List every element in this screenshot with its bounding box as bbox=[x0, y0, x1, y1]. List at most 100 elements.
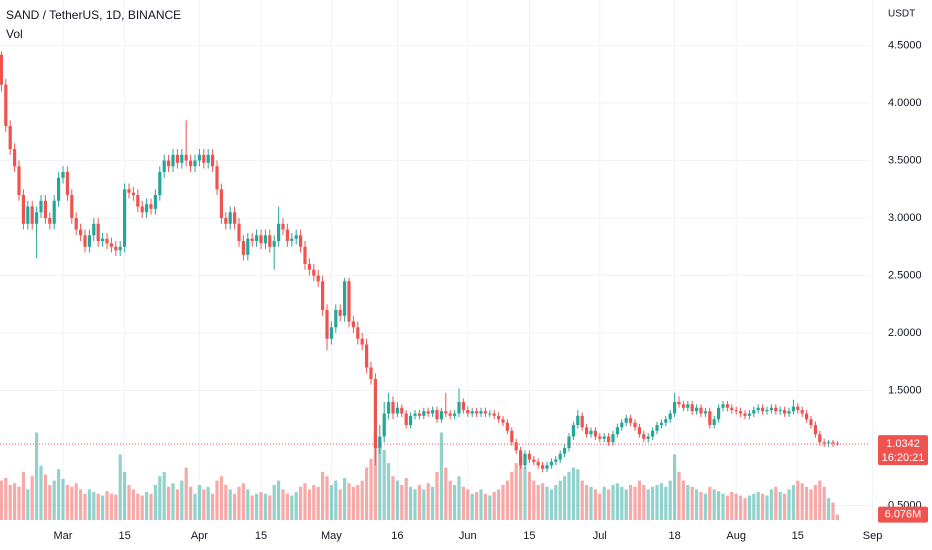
volume-bar bbox=[470, 493, 474, 520]
volume-bar bbox=[131, 489, 135, 520]
candle-body bbox=[356, 327, 360, 339]
candle-body bbox=[400, 407, 404, 414]
candle-body bbox=[717, 407, 721, 420]
volume-bar bbox=[571, 467, 575, 520]
candle-body bbox=[246, 238, 250, 255]
x-tick-label: May bbox=[321, 530, 342, 542]
candle-body bbox=[497, 415, 501, 420]
candle-body bbox=[475, 411, 479, 414]
volume-bar bbox=[730, 492, 734, 520]
volume-bar bbox=[827, 498, 831, 520]
candle-body bbox=[8, 126, 12, 150]
volume-bar bbox=[123, 471, 127, 520]
volume-bar bbox=[237, 486, 241, 520]
volume-bar bbox=[21, 471, 25, 520]
candle-body bbox=[193, 160, 197, 167]
volume-bar bbox=[721, 493, 725, 520]
volume-bar bbox=[259, 492, 263, 520]
volume-bar bbox=[822, 486, 826, 520]
volume-bar bbox=[153, 485, 157, 520]
volume-bar bbox=[422, 489, 426, 520]
candle-body bbox=[831, 442, 835, 444]
candle-body bbox=[334, 310, 338, 328]
candle-body bbox=[233, 212, 237, 224]
volume-bar bbox=[105, 491, 109, 520]
volume-bar bbox=[527, 471, 531, 520]
candle-body bbox=[57, 177, 61, 201]
volume-bar bbox=[145, 492, 149, 520]
candle-body bbox=[536, 461, 540, 466]
candle-body bbox=[272, 241, 276, 247]
volume-bar bbox=[655, 485, 659, 520]
candle-body bbox=[602, 436, 606, 439]
volume-bar bbox=[343, 478, 347, 520]
volume-bar bbox=[637, 480, 641, 520]
candle-body bbox=[598, 436, 602, 439]
volume-bar bbox=[290, 495, 294, 520]
candle-body bbox=[197, 154, 201, 161]
y-tick-label: 4.0000 bbox=[888, 97, 922, 109]
candle-body bbox=[65, 172, 69, 196]
candle-body bbox=[796, 406, 800, 411]
candle-body bbox=[787, 411, 791, 414]
candle-body bbox=[48, 218, 52, 224]
volume-bar bbox=[536, 485, 540, 520]
volume-bar bbox=[162, 471, 166, 520]
candle-body bbox=[255, 235, 259, 242]
volume-bar bbox=[673, 454, 677, 520]
candle-body bbox=[158, 172, 162, 196]
candle-body bbox=[778, 410, 782, 412]
volume-bar bbox=[835, 514, 839, 520]
candle-body bbox=[461, 402, 465, 411]
volume-bar bbox=[356, 485, 360, 520]
candle-body bbox=[637, 427, 641, 435]
volume-bar bbox=[831, 502, 835, 520]
candle-body bbox=[703, 411, 707, 414]
volume-bar bbox=[351, 486, 355, 520]
candle-body bbox=[87, 235, 91, 247]
candle-body bbox=[492, 413, 496, 416]
candle-body bbox=[721, 404, 725, 408]
x-tick-label: Apr bbox=[191, 530, 208, 542]
candle-body bbox=[769, 407, 773, 411]
y-tick-label: 3.0000 bbox=[888, 212, 922, 224]
candle-body bbox=[523, 453, 527, 466]
candle-body bbox=[453, 413, 457, 416]
candle-body bbox=[813, 425, 817, 435]
volume-bar bbox=[444, 467, 448, 520]
volume-bar bbox=[409, 486, 413, 520]
volume-bar bbox=[664, 486, 668, 520]
volume-bar bbox=[250, 495, 254, 520]
volume-bar bbox=[563, 476, 567, 520]
candle-body bbox=[369, 367, 373, 380]
price-label-box bbox=[878, 435, 928, 466]
candle-body bbox=[479, 411, 483, 414]
volume-bar bbox=[448, 480, 452, 520]
volume-bar bbox=[96, 493, 100, 520]
volume-bar bbox=[580, 480, 584, 520]
candle-body bbox=[153, 195, 157, 209]
candle-body bbox=[0, 54, 4, 85]
candle-body bbox=[501, 419, 505, 423]
volume-bar bbox=[347, 483, 351, 520]
candle-body bbox=[756, 407, 760, 411]
volume-bar bbox=[87, 489, 91, 520]
candle-body bbox=[541, 465, 545, 469]
candle-body bbox=[730, 407, 734, 411]
volume-bar bbox=[136, 493, 140, 520]
candle-body bbox=[83, 235, 87, 247]
volume-bar bbox=[158, 476, 162, 520]
candle-body bbox=[351, 321, 355, 328]
candle-body bbox=[417, 413, 421, 416]
candle-body bbox=[593, 430, 597, 437]
candle-body bbox=[35, 212, 39, 224]
volume-bar bbox=[659, 483, 663, 520]
last-volume-label: 6.076M bbox=[885, 509, 922, 521]
candle-body bbox=[294, 235, 298, 239]
volume-bar bbox=[118, 454, 122, 520]
volume-bar bbox=[725, 495, 729, 520]
volume-bar bbox=[395, 480, 399, 520]
last-price-label: 1.0342 bbox=[886, 438, 920, 450]
volume-bar bbox=[611, 485, 615, 520]
candle-body bbox=[576, 415, 580, 426]
